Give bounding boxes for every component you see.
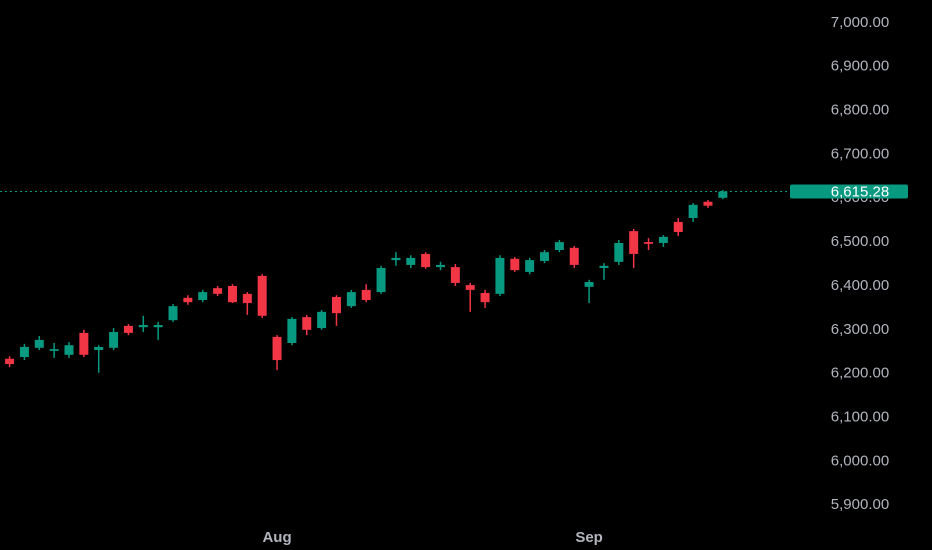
candle-body — [168, 306, 178, 321]
candle-body — [49, 349, 59, 351]
candle-body — [465, 285, 475, 290]
candle-body — [495, 257, 505, 294]
candle-body — [569, 247, 579, 265]
y-tick-label: 6,700.00 — [831, 145, 889, 162]
candle-body — [480, 292, 490, 303]
candle-body — [242, 293, 252, 304]
candle-body — [287, 318, 297, 343]
y-tick-label: 6,500.00 — [831, 233, 889, 250]
candle-body — [213, 288, 223, 294]
candle-body — [540, 252, 550, 261]
candle-body — [391, 257, 401, 261]
candle-body — [554, 242, 564, 250]
candle-body — [584, 282, 594, 287]
x-tick-label: Sep — [575, 529, 603, 546]
candle-body — [227, 285, 237, 303]
candle-body — [5, 358, 15, 365]
candle-body — [376, 267, 386, 293]
candle-body — [272, 336, 282, 361]
candle-body — [406, 257, 416, 265]
candle-body — [644, 242, 654, 244]
y-tick-label: 6,900.00 — [831, 58, 889, 75]
candle-body — [703, 201, 713, 206]
candle-body — [317, 311, 327, 329]
candle-body — [688, 204, 698, 218]
candle-body — [421, 253, 431, 268]
y-tick-label: 6,300.00 — [831, 321, 889, 338]
candle-body — [34, 339, 44, 348]
candle-body — [138, 325, 148, 328]
candle-body — [79, 332, 89, 355]
candle-body — [510, 258, 520, 271]
candle-body — [361, 289, 371, 300]
candle-body — [436, 264, 445, 268]
y-tick-label: 6,200.00 — [831, 365, 889, 382]
candle-body — [346, 292, 356, 307]
candle-body — [153, 325, 163, 328]
candle-body — [183, 297, 193, 303]
candle-body — [718, 191, 728, 198]
y-tick-label: 6,800.00 — [831, 101, 889, 118]
candle-body — [450, 267, 460, 283]
y-tick-label: 7,000.00 — [831, 14, 889, 31]
y-tick-label: 5,900.00 — [831, 496, 889, 513]
candle-body — [123, 325, 133, 333]
candle-body — [658, 236, 668, 243]
candle-body — [525, 260, 535, 272]
candle-body — [331, 296, 341, 314]
x-tick-label: Aug — [262, 529, 291, 546]
candle-body — [19, 346, 29, 358]
candle-body — [614, 242, 624, 262]
candle-body — [109, 332, 119, 348]
candle-body — [673, 221, 683, 233]
candle-body — [629, 231, 639, 254]
candle-body — [599, 265, 609, 268]
candle-body — [257, 275, 267, 316]
candle-body — [198, 292, 208, 300]
candle-body — [64, 345, 74, 355]
last-price-label: 6,615.28 — [831, 184, 889, 201]
y-tick-label: 6,000.00 — [831, 452, 889, 469]
candle-body — [94, 346, 104, 350]
candle-body — [302, 317, 312, 330]
y-tick-label: 6,400.00 — [831, 277, 889, 294]
y-tick-label: 6,100.00 — [831, 409, 889, 426]
last-price-tag — [790, 184, 908, 199]
